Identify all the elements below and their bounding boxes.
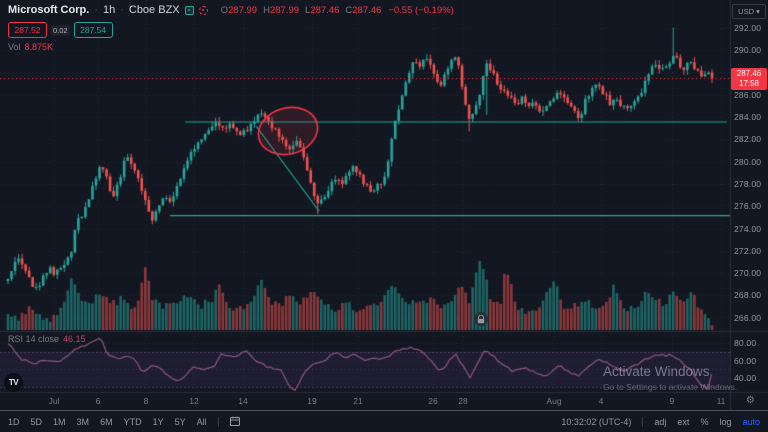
last-price-tag: 287.46 17:58 [731, 68, 767, 91]
price-axis-label: 284.00 [734, 112, 762, 122]
time-tick-6[interactable]: 6 [95, 396, 101, 406]
price-axis-label: 270.00 [734, 268, 762, 279]
buy-button[interactable]: 287.54 [73, 22, 113, 38]
price-axis-label: 292.00 [734, 22, 762, 33]
ohlc-key: O [220, 4, 229, 16]
range-button-all[interactable]: All [196, 416, 207, 427]
ohlc-key: H [263, 4, 270, 16]
price-axis-label: 282.00 [734, 134, 762, 145]
time-tick-14[interactable]: 14 [238, 396, 248, 406]
price-axis-label: 276.00 [734, 201, 762, 212]
ohlc-value: 287.46 [310, 4, 340, 16]
tradingview-logo[interactable]: TV [4, 373, 23, 392]
sell-button[interactable]: 287.52 [8, 22, 47, 38]
volume-label: Vol [8, 42, 21, 52]
time-tick-9[interactable]: 9 [669, 396, 675, 406]
rsi-value: 46.15 [63, 334, 86, 344]
exchange-label[interactable]: Cboe BZX [128, 4, 180, 16]
range-button-ytd[interactable]: YTD [123, 416, 142, 427]
toggle-auto[interactable]: auto [742, 416, 760, 427]
activate-windows-subtext: Go to Settings to activate Windows. [603, 382, 738, 392]
clock-utc-label[interactable]: 10:32:02 (UTC-4) [561, 416, 632, 427]
price-axis-label: 268.00 [734, 290, 762, 301]
price-axis-label: 272.00 [734, 245, 762, 256]
separator: · [94, 4, 98, 16]
rsi-axis-label: 40.00 [734, 373, 757, 383]
time-tick-jul[interactable]: Jul [48, 396, 60, 406]
time-tick-26[interactable]: 26 [428, 396, 438, 406]
rsi-axis-label: 80.00 [734, 338, 757, 348]
price-axis-label: 274.00 [734, 223, 762, 234]
volume-readout: Vol 8.875K [8, 42, 53, 52]
volume-value: 8.875K [24, 42, 54, 52]
toolbar-divider [642, 416, 644, 427]
toggle-percent[interactable]: % [700, 416, 709, 427]
ohlc-value: 287.99 [228, 4, 258, 16]
time-tick-21[interactable]: 21 [353, 396, 363, 406]
currency-dropdown[interactable]: USD ▾ [732, 4, 766, 19]
price-axis-label: 290.00 [734, 45, 762, 56]
ohlc-item: H 287.99 [263, 5, 299, 16]
ohlc-item: C 287.46 [345, 5, 381, 16]
timeframe-label[interactable]: 1h [102, 4, 116, 16]
price-axis-label: 278.00 [734, 178, 762, 189]
scale-options: 10:32:02 (UTC-4) adj ext% log auto [561, 416, 760, 427]
price-axis-label: 280.00 [734, 156, 762, 167]
bottom-toolbar: 1D 5D 1M 3M 6M YTD 1Y 5Y All 10:32:02 (UTC-4) adj… [0, 410, 768, 432]
range-button-5d[interactable]: 5D [30, 416, 43, 427]
ohlc-values: O 287.99 H 287.99 L 287.46 C 287.46 [221, 5, 382, 16]
range-button-1m[interactable]: 1M [53, 416, 66, 427]
ohlc-item: L 287.46 [305, 5, 339, 16]
range-button-6m[interactable]: 6M [100, 416, 113, 427]
symbol-header: Microsoft Corp. · 1h · Cboe BZX O 287.99 H… [8, 4, 454, 16]
activate-windows-watermark: Activate Windows [603, 364, 710, 379]
price-axis-label: 266.00 [734, 312, 762, 323]
ohlc-key: C [345, 4, 353, 16]
range-button-1y[interactable]: 1Y [152, 416, 164, 427]
ohlc-value: 287.46 [352, 4, 382, 16]
last-price-value: 287.46 [736, 69, 762, 79]
price-change: −0.55 (−0.19%) [388, 4, 454, 16]
time-tick-19[interactable]: 19 [307, 396, 317, 406]
delayed-data-icon[interactable] [198, 5, 208, 15]
go-to-date-calendar-icon[interactable] [229, 416, 240, 428]
time-tick-aug[interactable]: Aug [546, 396, 562, 406]
alert-lock-icon[interactable] [474, 312, 488, 326]
time-tick-28[interactable]: 28 [458, 396, 468, 406]
range-button-1d[interactable]: 1D [8, 416, 20, 427]
separator: · [120, 4, 124, 16]
time-axis-settings-gear-icon[interactable]: ⚙ [746, 395, 755, 406]
quick-trade-panel: 287.52 0.02 287.54 [8, 22, 113, 38]
market-status-icon[interactable] [184, 5, 194, 15]
time-tick-4[interactable]: 4 [598, 396, 604, 406]
time-tick-8[interactable]: 8 [143, 396, 149, 406]
ohlc-key: L [305, 4, 311, 16]
toolbar-divider [217, 416, 219, 427]
toggle-adj[interactable]: adj [654, 416, 667, 427]
spread-value: 0.02 [51, 24, 70, 36]
toggle-log[interactable]: log [719, 416, 732, 427]
logo-text: TV [8, 378, 19, 387]
ohlc-value: 287.99 [269, 4, 300, 16]
ohlc-item: O 287.99 [221, 5, 257, 16]
rsi-axis-label: 60.00 [734, 355, 757, 366]
rsi-name: RSI 14 close [8, 334, 60, 344]
last-price-time: 17:58 [738, 79, 760, 89]
price-axis-label: 286.00 [734, 89, 762, 100]
time-tick-11[interactable]: 11 [716, 396, 726, 406]
toggle-ext[interactable]: ext [677, 416, 690, 427]
range-selector: 1D 5D 1M 3M 6M YTD 1Y 5Y All [8, 416, 240, 428]
range-button-3m[interactable]: 3M [76, 416, 90, 427]
range-button-5y[interactable]: 5Y [174, 416, 186, 427]
rsi-indicator-legend[interactable]: RSI 14 close 46.15 [8, 334, 86, 344]
symbol-name[interactable]: Microsoft Corp. [8, 4, 90, 16]
price-chart-canvas[interactable] [0, 0, 768, 410]
time-tick-12[interactable]: 12 [189, 396, 199, 406]
